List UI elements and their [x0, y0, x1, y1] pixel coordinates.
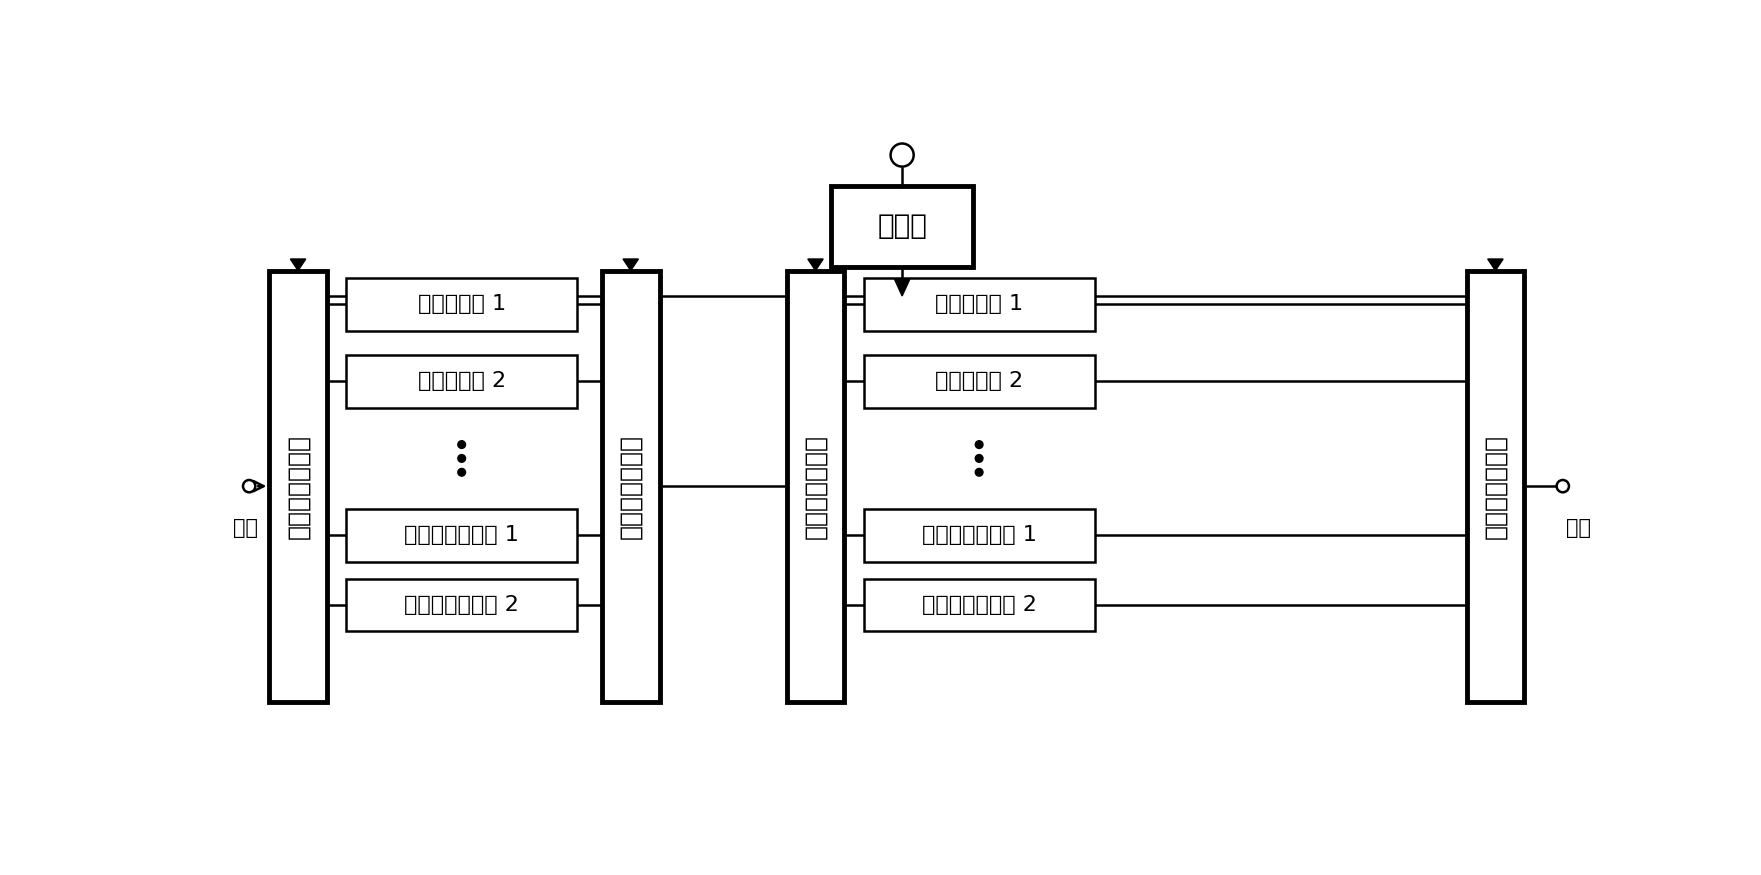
- Circle shape: [458, 468, 465, 476]
- Bar: [863, 578, 1095, 631]
- Polygon shape: [895, 279, 910, 296]
- Text: 输出: 输出: [1566, 519, 1590, 538]
- Polygon shape: [623, 259, 639, 270]
- Text: 输入: 输入: [232, 519, 257, 538]
- Text: 一刀八捣开关阵: 一刀八捣开关阵: [618, 434, 643, 539]
- Text: 窄带滤波器 1: 窄带滤波器 1: [935, 294, 1023, 314]
- Text: 后级宽带滤波器 2: 后级宽带滤波器 2: [921, 595, 1037, 615]
- Text: 前级宽带滤波器 1: 前级宽带滤波器 1: [405, 525, 519, 545]
- Text: 窄带滤波器 2: 窄带滤波器 2: [417, 371, 505, 391]
- Circle shape: [976, 441, 983, 448]
- Circle shape: [458, 455, 465, 462]
- Bar: [602, 270, 660, 702]
- Text: 一刀八捣开关阵: 一刀八捣开关阵: [1483, 434, 1507, 539]
- Text: 一刀八捣开关阵: 一刀八捣开关阵: [285, 434, 310, 539]
- Polygon shape: [291, 259, 306, 270]
- Polygon shape: [808, 259, 822, 270]
- Bar: [863, 355, 1095, 408]
- Circle shape: [976, 468, 983, 476]
- Bar: [787, 270, 844, 702]
- Text: 后级宽带滤波器 1: 后级宽带滤波器 1: [921, 525, 1037, 545]
- Text: 一刀八捣开关阵: 一刀八捣开关阵: [803, 434, 828, 539]
- Bar: [347, 355, 578, 408]
- Bar: [863, 278, 1095, 331]
- Bar: [831, 186, 974, 267]
- Bar: [269, 270, 328, 702]
- Text: 控制器: 控制器: [877, 213, 926, 241]
- Bar: [347, 278, 578, 331]
- Bar: [347, 578, 578, 631]
- Text: 窄带滤波器 2: 窄带滤波器 2: [935, 371, 1023, 391]
- Text: 前级宽带滤波器 2: 前级宽带滤波器 2: [405, 595, 519, 615]
- Bar: [863, 509, 1095, 562]
- Circle shape: [976, 455, 983, 462]
- Text: 窄带滤波器 1: 窄带滤波器 1: [417, 294, 505, 314]
- Circle shape: [458, 441, 465, 448]
- Polygon shape: [1488, 259, 1504, 270]
- Bar: [1467, 270, 1525, 702]
- Bar: [347, 509, 578, 562]
